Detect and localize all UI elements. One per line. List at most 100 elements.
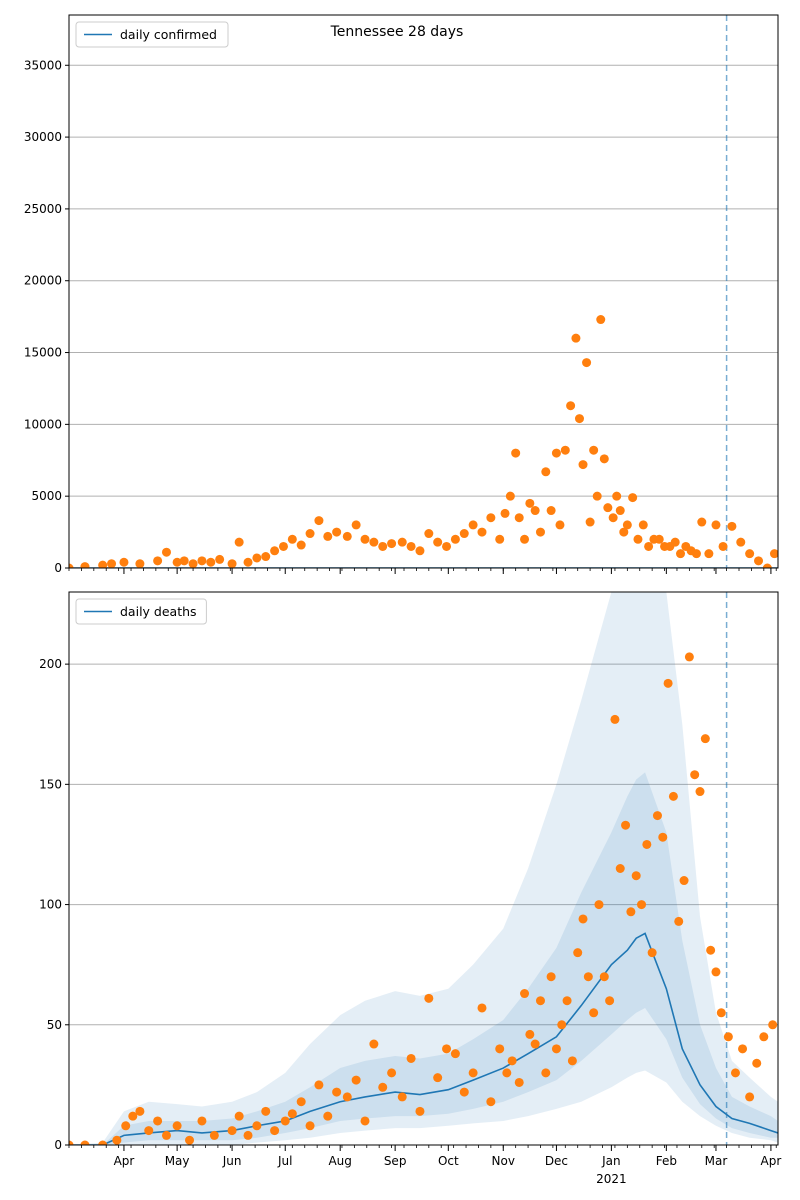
data-point — [119, 557, 129, 567]
x-tick-label: Jun — [222, 1154, 242, 1168]
data-point — [486, 1097, 496, 1107]
data-point — [530, 506, 540, 516]
data-point — [619, 527, 629, 537]
data-point — [674, 916, 684, 926]
x-tick-label: Jan — [601, 1154, 621, 1168]
data-point — [369, 537, 379, 547]
data-point — [608, 513, 618, 523]
data-point — [718, 541, 728, 551]
x-tick-label: Aug — [328, 1154, 351, 1168]
data-point — [759, 1032, 769, 1042]
data-point — [670, 537, 680, 547]
legend-label: daily confirmed — [120, 27, 217, 42]
data-point — [351, 1075, 361, 1085]
data-point — [711, 967, 721, 977]
x-tick-label: Jul — [277, 1154, 292, 1168]
data-point — [296, 540, 306, 550]
data-point — [360, 534, 370, 544]
data-point — [477, 527, 487, 537]
y-tick-label: 5000 — [31, 489, 62, 503]
data-point — [153, 556, 163, 566]
data-point — [684, 652, 694, 662]
data-point — [691, 549, 701, 559]
data-point — [704, 549, 714, 559]
data-point — [738, 1044, 748, 1054]
data-point — [500, 508, 510, 518]
data-point — [80, 1140, 90, 1145]
data-point — [107, 559, 117, 568]
data-point — [695, 787, 705, 797]
data-point — [507, 1056, 517, 1066]
x-year-label: 2021 — [596, 1172, 627, 1186]
data-point — [387, 539, 397, 549]
y-tick-label: 35000 — [24, 58, 62, 72]
legend-label: daily deaths — [120, 604, 197, 619]
data-point — [589, 1008, 599, 1018]
data-point — [571, 333, 581, 343]
data-point — [314, 516, 324, 526]
data-point — [716, 1008, 726, 1018]
data-point — [541, 467, 551, 477]
data-point — [98, 1140, 108, 1145]
x-tick-label: Apr — [114, 1154, 135, 1168]
data-point — [566, 401, 576, 411]
x-tick-label: Sep — [384, 1154, 407, 1168]
data-point — [234, 537, 244, 547]
data-point — [188, 559, 198, 568]
plot-area — [69, 592, 778, 1145]
x-tick-label: Dec — [545, 1154, 568, 1168]
data-point — [442, 1044, 452, 1054]
data-point — [546, 972, 556, 982]
x-tick-label: May — [165, 1154, 190, 1168]
data-point — [557, 1020, 567, 1030]
data-point — [511, 448, 521, 458]
legend-box — [75, 21, 229, 48]
data-point — [578, 914, 588, 924]
data-point — [351, 520, 361, 530]
data-point — [562, 996, 572, 1006]
data-point — [525, 498, 535, 508]
data-point — [520, 534, 530, 544]
data-point — [442, 541, 452, 551]
data-point — [406, 541, 416, 551]
data-point — [424, 993, 434, 1003]
data-point — [551, 448, 561, 458]
x-tick-label: Mar — [705, 1154, 728, 1168]
data-point — [252, 553, 262, 563]
data-point — [314, 1080, 324, 1090]
data-point — [197, 556, 207, 566]
data-point — [397, 537, 407, 547]
data-point — [278, 541, 288, 551]
data-point — [752, 1058, 762, 1068]
axes-frame — [68, 14, 779, 569]
uncertainty-band — [69, 592, 778, 1145]
data-point — [745, 1092, 755, 1102]
chart-title: Tennessee 28 days — [330, 24, 464, 40]
data-point — [287, 534, 297, 544]
data-point — [459, 1087, 469, 1097]
data-point — [287, 1109, 297, 1119]
data-point — [378, 1082, 388, 1092]
data-point — [486, 513, 496, 523]
data-point — [323, 1111, 333, 1121]
y-tick-label: 0 — [54, 1138, 62, 1152]
data-point — [387, 1068, 397, 1078]
data-point — [690, 770, 700, 780]
data-point — [270, 1126, 280, 1136]
data-point — [514, 1077, 524, 1087]
data-point — [252, 1121, 262, 1131]
data-point — [135, 1106, 145, 1116]
data-point — [112, 1135, 122, 1145]
y-tick-label: 50 — [47, 1018, 62, 1032]
data-point — [495, 1044, 505, 1054]
data-point — [723, 1032, 733, 1042]
data-point — [768, 1020, 778, 1030]
data-point — [433, 537, 443, 547]
data-point — [535, 527, 545, 537]
y-tick-label: 15000 — [24, 346, 62, 360]
data-point — [161, 1130, 171, 1140]
data-point — [628, 493, 638, 503]
y-tick-label: 25000 — [24, 202, 62, 216]
data-point — [663, 678, 673, 688]
